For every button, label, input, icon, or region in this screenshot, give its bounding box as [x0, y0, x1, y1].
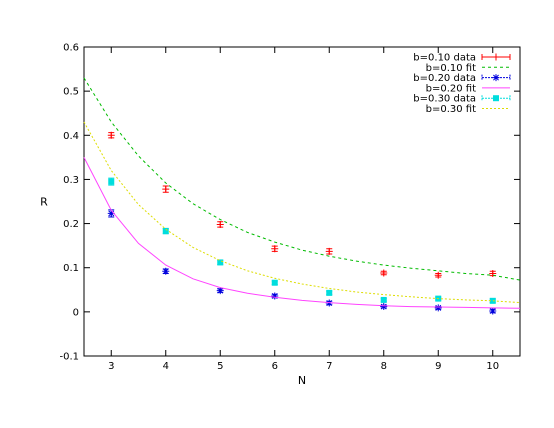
- legend-label: b=0.10 fit: [426, 63, 476, 74]
- data-point: [107, 131, 115, 139]
- y-tick-label: 0.2: [63, 219, 79, 230]
- legend-marker: [492, 74, 500, 82]
- y-tick-label: 0.3: [63, 175, 79, 186]
- data-point: [216, 287, 224, 295]
- x-tick-label: 10: [486, 361, 499, 372]
- y-tick-label: 0: [73, 307, 79, 318]
- x-tick-label: 7: [326, 361, 332, 372]
- y-tick-label: 0.1: [63, 263, 79, 274]
- data-point: [216, 220, 224, 228]
- data-point: [380, 296, 387, 303]
- fit-line: [83, 157, 521, 309]
- data-point: [434, 304, 442, 312]
- data-point: [489, 269, 497, 277]
- data-point: [434, 271, 442, 279]
- x-tick-label: 8: [381, 361, 387, 372]
- legend-label: b=0.30 fit: [426, 104, 476, 115]
- data-point: [162, 267, 170, 275]
- x-tick-label: 9: [435, 361, 441, 372]
- legend-label: b=0.20 fit: [426, 83, 476, 94]
- data-point: [108, 178, 115, 185]
- series-1: [83, 77, 521, 281]
- y-tick-label: -0.1: [59, 352, 79, 363]
- y-tick-label: 0.5: [63, 87, 79, 98]
- data-point: [271, 292, 279, 300]
- legend-marker: [492, 53, 500, 61]
- plot-frame: [83, 46, 521, 357]
- legend-label: b=0.10 data: [413, 53, 476, 64]
- legend-label: b=0.20 data: [413, 73, 476, 84]
- data-point: [162, 228, 169, 235]
- axes: -0.1 0 0.1 0.2 0.3 0.4 0.5 0.6 3 4 5 6 7 8 9 10: [59, 43, 521, 372]
- fit-line: [83, 121, 521, 304]
- data-point: [326, 289, 333, 296]
- series-layer: [83, 77, 521, 315]
- data-point: [271, 279, 278, 286]
- data-point: [325, 247, 333, 255]
- x-tick-label: 3: [108, 361, 114, 372]
- y-tick-label: 0.4: [63, 131, 79, 142]
- series-3: [83, 157, 521, 309]
- series-0: [107, 131, 497, 279]
- data-point: [107, 209, 115, 217]
- data-point: [489, 307, 497, 315]
- data-point: [271, 245, 279, 253]
- data-point: [162, 185, 170, 193]
- x-tick-label: 4: [163, 361, 169, 372]
- x-axis-label: N: [298, 374, 306, 387]
- data-point: [217, 259, 224, 266]
- fit-line: [83, 77, 521, 281]
- data-point: [380, 303, 388, 311]
- x-tick-label: 5: [217, 361, 223, 372]
- data-point: [380, 269, 388, 277]
- legend-marker: [493, 95, 499, 102]
- x-tick-label: 6: [272, 361, 278, 372]
- data-point: [489, 297, 496, 304]
- y-tick-label: 0.6: [63, 43, 79, 54]
- series-4: [108, 177, 496, 304]
- legend-label: b=0.30 data: [413, 94, 476, 105]
- y-axis-label: R: [40, 196, 48, 209]
- series-5: [83, 121, 521, 304]
